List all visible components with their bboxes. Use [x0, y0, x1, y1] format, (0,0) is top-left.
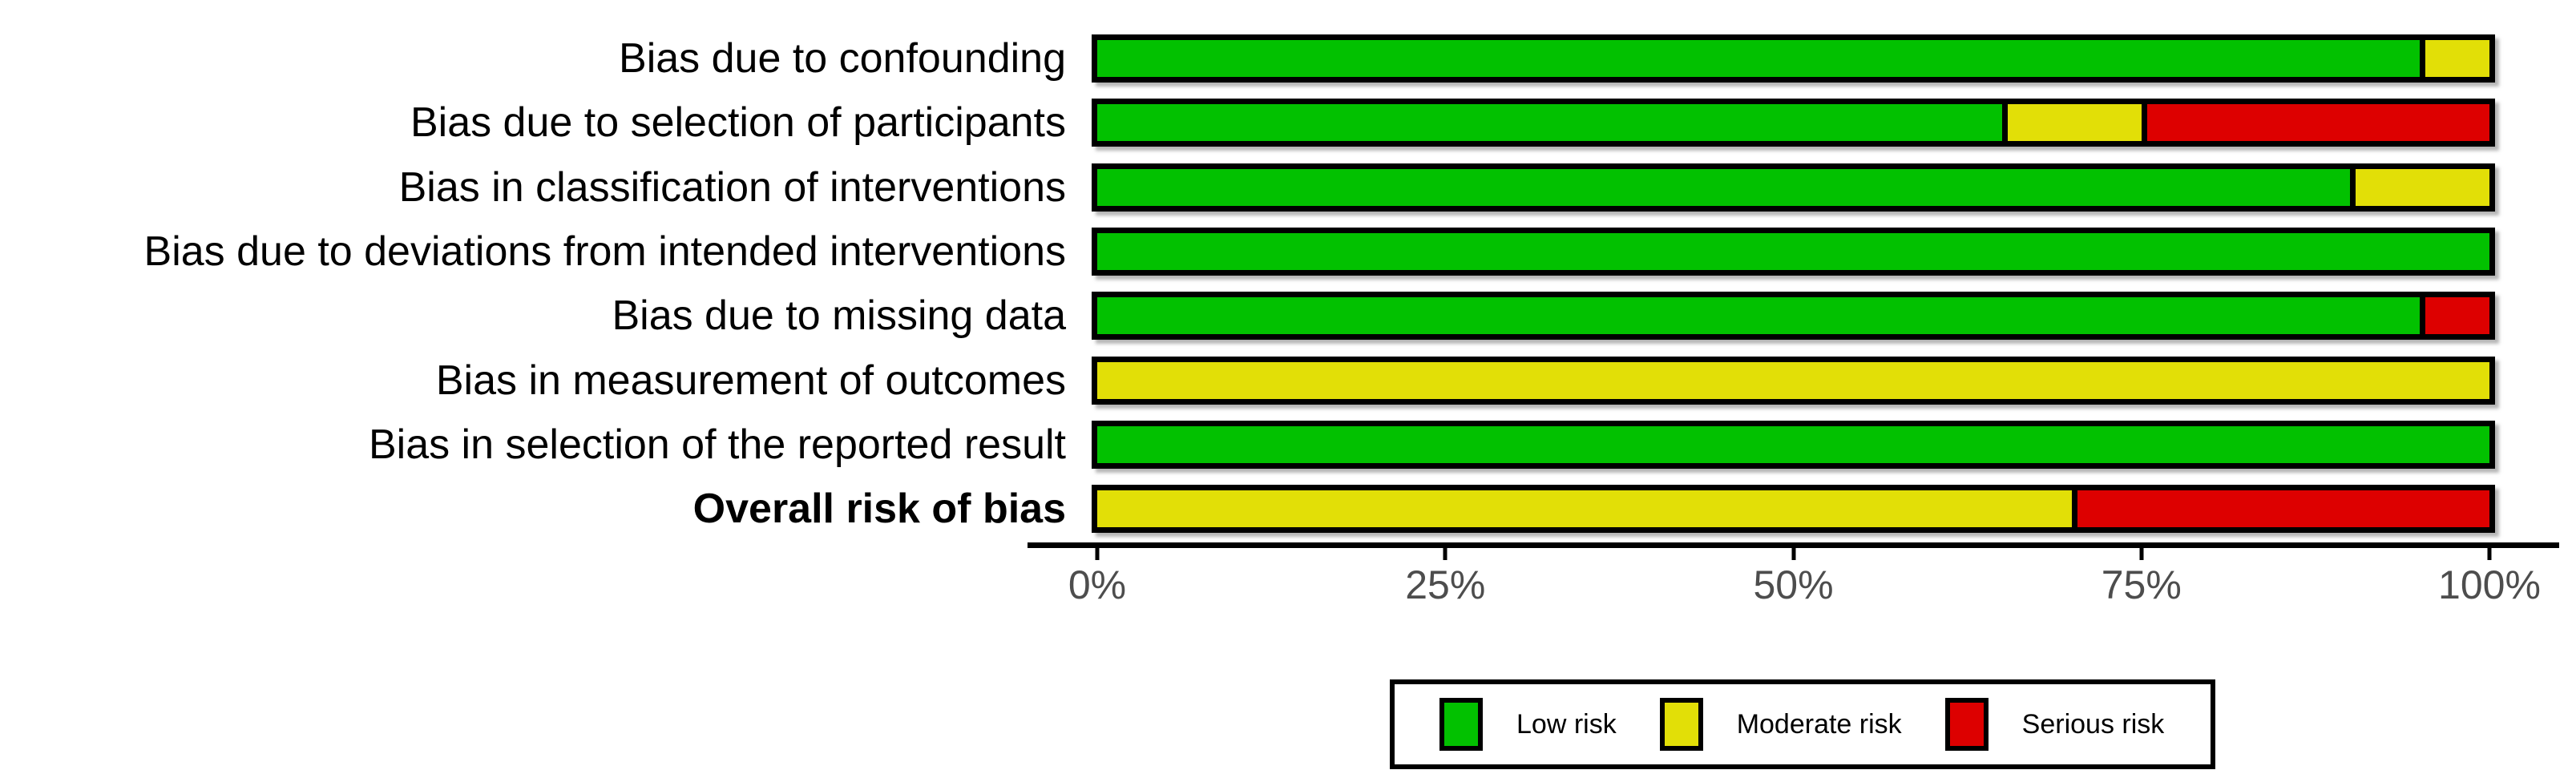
x-axis-line: [1028, 542, 2559, 548]
bar-segment-low-risk: [1097, 104, 2003, 141]
x-axis-tick-label: 50%: [1753, 562, 1834, 607]
category-label: Bias in classification of interventions: [398, 164, 1066, 211]
x-axis-tick-label: 25%: [1405, 562, 1486, 607]
stacked-bar: [1092, 99, 2495, 147]
x-axis-tick-label: 75%: [2101, 562, 2182, 607]
category-label: Overall risk of bias: [692, 486, 1066, 532]
legend-label: Moderate risk: [1736, 708, 1902, 740]
legend-key-swatch: [1439, 698, 1483, 751]
bar-segment-moderate-risk: [2350, 169, 2489, 206]
stacked-bar: [1092, 228, 2495, 276]
legend-key-swatch: [1659, 698, 1703, 751]
legend-label: Low risk: [1516, 708, 1617, 740]
category-label: Bias in measurement of outcomes: [435, 357, 1066, 404]
bar-segment-low-risk: [1097, 297, 2421, 334]
category-label: Bias due to deviations from intended int…: [143, 228, 1066, 275]
bar-segment-moderate-risk: [1097, 490, 2072, 527]
bar-segment-serious-risk: [2071, 490, 2489, 527]
x-axis-tick-mark: [1791, 548, 1795, 560]
bar-segment-low-risk: [1097, 233, 2489, 270]
x-axis-tick-mark: [2487, 548, 2492, 560]
bar-segment-moderate-risk: [2420, 40, 2489, 77]
bar-segment-serious-risk: [2141, 104, 2489, 141]
bar-segment-moderate-risk: [1097, 362, 2489, 399]
stacked-bar: [1092, 292, 2495, 340]
x-axis-tick-label: 100%: [2438, 562, 2541, 607]
x-axis-tick-mark: [1443, 548, 1447, 560]
bar-segment-low-risk: [1097, 426, 2489, 463]
bar-segment-low-risk: [1097, 40, 2421, 77]
stacked-bar: [1092, 421, 2495, 469]
legend-key-swatch: [1944, 698, 1989, 751]
legend-entry-moderate-risk: Moderate risk: [1659, 698, 1902, 751]
category-label: Bias due to confounding: [619, 35, 1066, 82]
stacked-bar: [1092, 163, 2495, 212]
category-label: Bias due to missing data: [612, 292, 1066, 339]
legend-box: Low risk Moderate risk Serious risk: [1390, 679, 2215, 769]
x-axis-tick-mark: [2139, 548, 2144, 560]
legend-entry-serious-risk: Serious risk: [1944, 698, 2165, 751]
category-label: Bias due to selection of participants: [410, 99, 1066, 146]
legend-entry-low-risk: Low risk: [1439, 698, 1617, 751]
stacked-bar: [1092, 357, 2495, 405]
bar-segment-moderate-risk: [2002, 104, 2142, 141]
category-label: Bias in selection of the reported result: [368, 421, 1066, 468]
stacked-bar: [1092, 34, 2495, 83]
bar-segment-low-risk: [1097, 169, 2351, 206]
bar-segment-serious-risk: [2420, 297, 2489, 334]
legend-label: Serious risk: [2021, 708, 2165, 740]
x-axis-tick-mark: [1095, 548, 1100, 560]
x-axis-tick-label: 0%: [1068, 562, 1127, 607]
stacked-bar: [1092, 485, 2495, 533]
